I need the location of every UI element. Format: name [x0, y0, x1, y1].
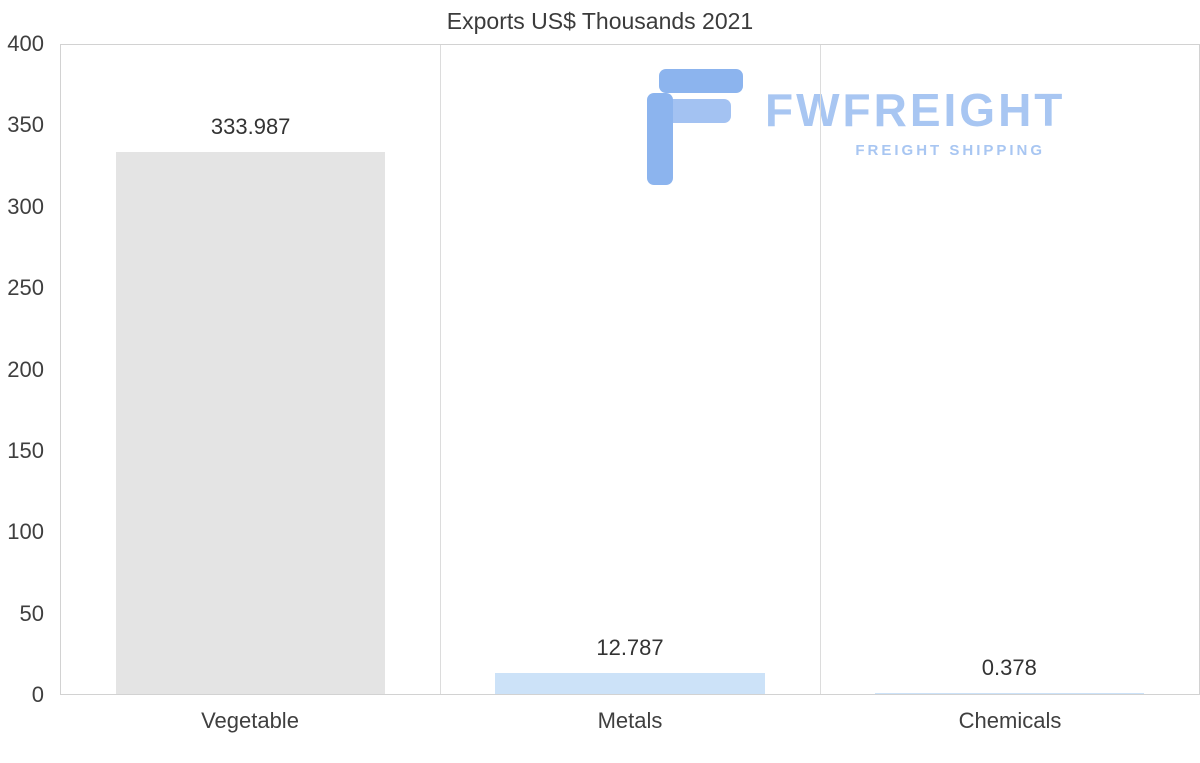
y-axis-tick-label: 0 — [31, 682, 44, 707]
x-axis: Vegetable Metals Chemicals — [60, 695, 1200, 763]
bar-chemicals[interactable] — [874, 693, 1144, 694]
plot-area: FWFREIGHT FREIGHT SHIPPING 333.987 12.787… — [60, 44, 1200, 695]
bar-metals[interactable] — [495, 673, 765, 694]
bar-vegetable[interactable] — [116, 152, 386, 694]
y-axis-tick-label: 400 — [7, 31, 44, 56]
logo-tagline-text: FREIGHT SHIPPING — [855, 141, 1046, 159]
logo-brand-text: FWFREIGHT — [765, 84, 1066, 136]
bar-value-label: 12.787 — [596, 634, 664, 660]
y-axis-tick-label: 300 — [7, 193, 44, 219]
y-axis-tick-label: 100 — [7, 519, 44, 545]
y-axis-tick-label: 200 — [7, 356, 44, 382]
fwfreight-logo: FWFREIGHT FREIGHT SHIPPING — [647, 69, 1065, 185]
chart-title: Exports US$ Thousands 2021 — [446, 8, 754, 34]
y-axis-tick-label: 50 — [19, 600, 44, 626]
fwfreight-logo-icon — [647, 69, 743, 185]
y-axis-tick-label: 250 — [7, 275, 44, 301]
bar-value-label: 0.378 — [981, 655, 1037, 680]
vertical-gridline — [440, 45, 442, 694]
y-axis-tick-label: 350 — [7, 112, 44, 138]
vertical-gridline — [819, 45, 821, 694]
x-axis-category-label: Metals — [597, 708, 663, 733]
y-axis: 0 50 100 150 200 250 300 350 400 — [0, 33, 48, 706]
x-axis-category-label: Vegetable — [201, 708, 299, 733]
y-axis-tick-label: 150 — [7, 437, 44, 463]
logo-text-block: FWFREIGHT FREIGHT SHIPPING — [765, 69, 1065, 159]
x-axis-category-label: Chemicals — [958, 708, 1062, 733]
bar-value-label: 333.987 — [210, 113, 291, 139]
